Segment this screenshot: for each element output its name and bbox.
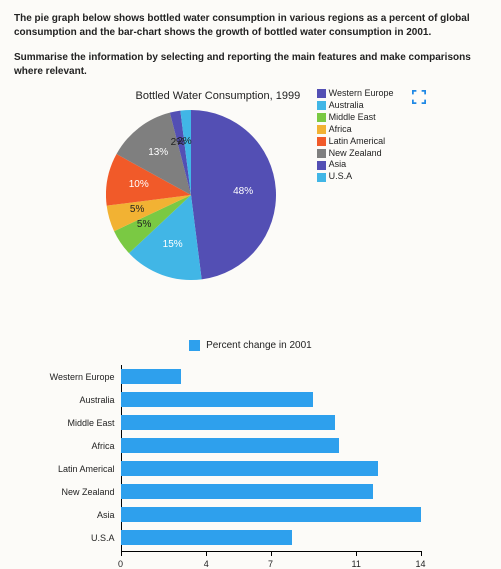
intro-text: The pie graph below shows bottled water … [14,12,487,39]
legend-swatch [317,149,326,158]
bar-chart: Western EuropeAustraliaMiddle EastAfrica… [121,365,421,552]
bar-category-label: Middle East [67,418,120,428]
bar-category-label: Latin Americal [58,464,121,474]
legend-label: U.S.A [329,171,353,181]
x-tick [356,551,357,556]
legend-label: New Zealand [329,148,382,158]
legend-item: New Zealand [317,148,394,160]
legend-item: Latin Americal [317,136,394,148]
bar [121,484,374,499]
bar-legend-label: Percent change in 2001 [206,340,312,351]
legend-label: Australia [329,100,364,110]
pie-slice [191,110,276,279]
legend-label: Africa [329,124,352,134]
expand-icon[interactable] [412,90,426,104]
bar-row: Australia [121,388,421,411]
x-tick [271,551,272,556]
legend-swatch [317,113,326,122]
x-tick-label: 14 [415,559,425,569]
bar-category-label: Asia [97,510,121,520]
x-tick [421,551,422,556]
legend-swatch [317,125,326,134]
legend-label: Latin Americal [329,136,386,146]
bar-row: Asia [121,503,421,526]
bar [121,369,181,384]
legend-label: Western Europe [329,88,394,98]
pie-chart-title: Bottled Water Consumption, 1999 [136,90,301,102]
x-tick [121,551,122,556]
pie-legend: Western Europe Australia Middle East Africa… [317,88,394,183]
bar-row: Middle East [121,411,421,434]
x-tick-label: 7 [268,559,273,569]
legend-swatch [317,173,326,182]
bar-category-label: U.S.A [91,533,121,543]
bar-chart-section: Percent change in 2001 Western EuropeAus… [41,340,461,552]
pie-chart: 48%15%5%5%10%13%2%2% [106,110,276,280]
bar-category-label: New Zealand [61,487,120,497]
bar [121,415,335,430]
bar-legend: Percent change in 2001 [41,340,461,351]
bar-row: New Zealand [121,480,421,503]
legend-swatch [317,161,326,170]
legend-label: Middle East [329,112,376,122]
bar [121,461,378,476]
x-tick [206,551,207,556]
bar-row: Africa [121,434,421,457]
instruction-text: Summarise the information by selecting a… [14,51,487,78]
bar-category-label: Australia [79,395,120,405]
bar [121,530,292,545]
bar-category-label: Africa [91,441,120,451]
bar [121,392,314,407]
pie-chart-section: Bottled Water Consumption, 1999 48%15%5%… [16,90,486,300]
legend-item: Africa [317,124,394,136]
legend-item: Middle East [317,112,394,124]
x-tick-label: 11 [352,559,361,569]
legend-swatch [317,101,326,110]
bar-row: Western Europe [121,365,421,388]
x-tick-label: 4 [204,559,209,569]
bar-x-axis: 0471114 [121,551,421,552]
bar [121,507,421,522]
bar-row: U.S.A [121,526,421,549]
bar [121,438,340,453]
legend-item: U.S.A [317,171,394,183]
bar-category-label: Western Europe [50,372,121,382]
legend-item: Asia [317,159,394,171]
bar-legend-swatch [189,340,200,351]
x-tick-label: 0 [118,559,123,569]
legend-label: Asia [329,159,347,169]
legend-swatch [317,137,326,146]
legend-item: Australia [317,100,394,112]
legend-swatch [317,89,326,98]
bar-row: Latin Americal [121,457,421,480]
legend-item: Western Europe [317,88,394,100]
